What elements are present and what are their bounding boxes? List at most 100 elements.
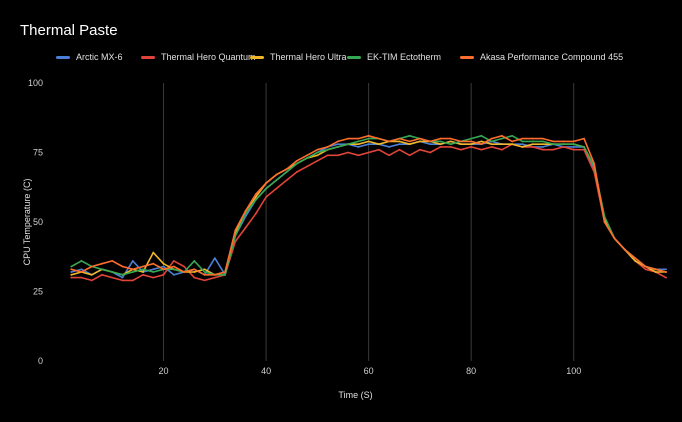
data-point [131,268,134,271]
data-point [531,143,534,146]
data-point [654,271,657,273]
data-point [131,279,134,282]
data-point [418,137,421,140]
data-point [316,154,319,157]
data-point [316,159,319,162]
data-point [172,273,175,276]
data-point [203,273,206,276]
legend-label: EK-TIM Ectotherm [367,52,442,62]
data-point [542,148,544,151]
data-point [172,260,175,262]
data-point [101,273,103,276]
data-point [460,148,462,151]
legend-item[interactable]: Arctic MX-6 [56,52,123,62]
data-point [295,171,298,173]
data-point [70,265,73,268]
data-point [316,151,319,154]
data-point [101,262,103,265]
data-point [162,268,165,271]
data-point [203,271,206,273]
data-point [521,146,524,148]
data-point [572,148,575,151]
data-point [254,193,257,196]
data-point [562,143,565,146]
data-point [121,265,124,268]
data-point [521,140,524,143]
data-point [80,271,83,273]
data-point [429,151,432,154]
legend-label: Akasa Performance Compound 455 [480,52,624,62]
data-point [470,146,473,148]
x-tick-label: 40 [261,366,271,376]
data-point [429,143,432,146]
data-point [583,146,585,148]
data-point [501,143,503,146]
data-point [377,148,380,151]
data-point [470,137,473,140]
x-tick-label: 100 [566,366,581,376]
data-point [624,248,626,251]
legend-label: Arctic MX-6 [76,52,123,62]
data-point [644,268,647,271]
data-point [131,271,134,273]
data-point [542,137,544,140]
legend-item[interactable]: Akasa Performance Compound 455 [460,52,623,62]
data-point [572,140,575,143]
legend-item[interactable]: Thermal Hero Ultra [250,52,347,62]
data-point [408,134,411,137]
legend-swatch [250,55,264,59]
data-point [336,154,339,157]
data-point [213,273,216,276]
data-point [265,196,267,198]
data-point [511,134,514,137]
legend: Arctic MX-6 Thermal Hero Quantum Thermal H… [0,52,682,66]
data-point [490,143,493,146]
data-point [470,140,473,143]
data-point [480,140,483,143]
data-point [398,140,401,143]
x-tick-label: 60 [364,366,374,376]
data-point [203,268,206,271]
chart-title: Thermal Paste [20,22,118,39]
data-point [90,265,93,268]
data-point [439,140,442,143]
data-point [388,140,391,143]
data-point [152,271,155,273]
data-point [224,273,226,276]
data-point [377,137,380,140]
data-point [367,137,370,140]
data-point [449,137,452,140]
data-point [398,143,401,146]
legend-item[interactable]: Thermal Hero Quantum [141,52,256,62]
data-point [80,276,83,279]
x-tick-label: 20 [159,366,169,376]
data-point [429,140,432,143]
legend-item[interactable]: EK-TIM Ectotherm [347,52,441,62]
data-point [80,268,83,271]
data-point [244,209,247,212]
data-point [172,268,175,271]
data-point [644,265,647,268]
data-point [101,268,103,271]
legend-label: Thermal Hero Quantum [161,52,256,62]
data-point [408,154,411,157]
data-point [501,137,503,140]
data-point [531,140,534,143]
data-point [388,146,391,148]
data-point [336,143,339,146]
data-point [142,271,144,273]
data-point [552,148,555,151]
data-point [490,140,493,143]
data-point [121,273,124,276]
data-point [357,137,360,140]
data-point [439,137,442,140]
data-point [183,271,185,273]
data-point [357,143,360,146]
data-point [70,276,73,279]
data-point [193,276,196,279]
data-point [152,251,155,254]
data-point [480,134,483,137]
data-point [213,276,216,279]
data-point [285,171,288,173]
data-point [275,187,278,190]
